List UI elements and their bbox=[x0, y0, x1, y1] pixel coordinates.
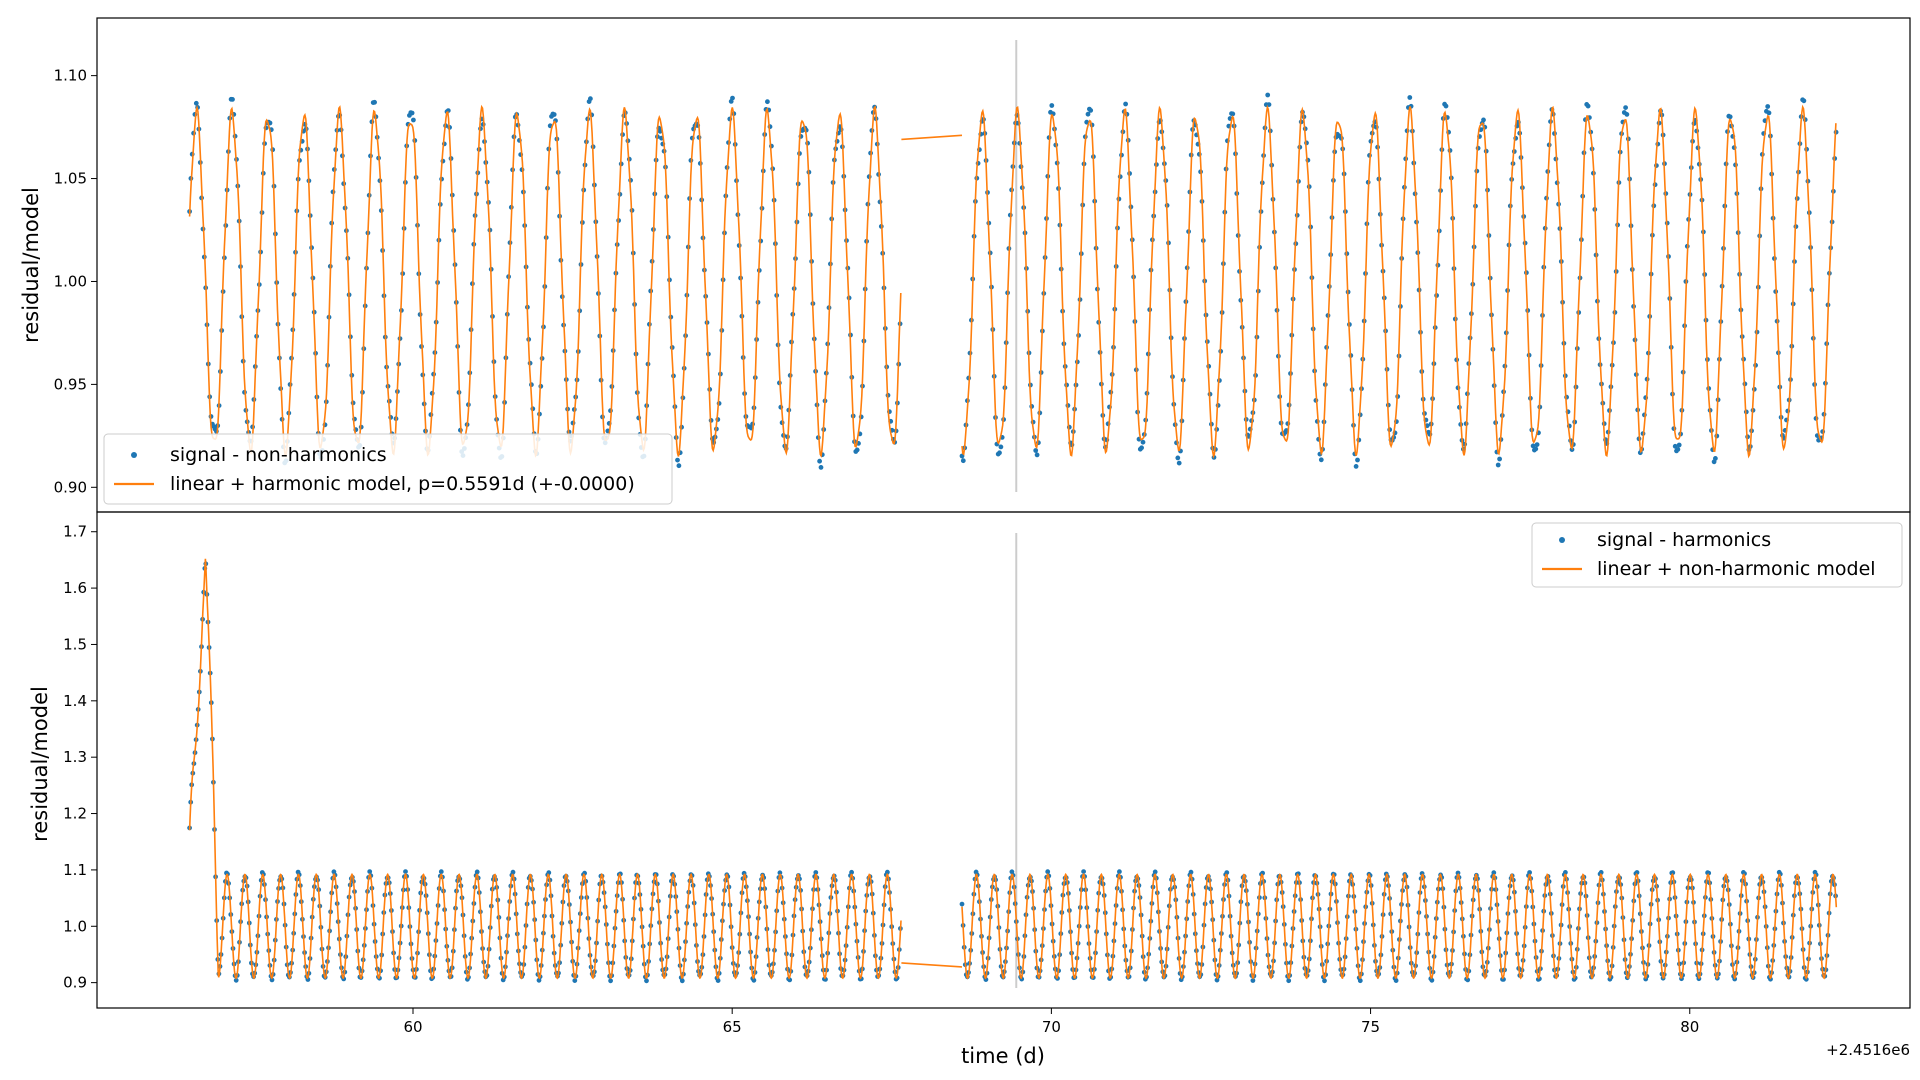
bottom-y-axis-label: residual/model bbox=[28, 686, 52, 842]
top-y-tick-label: 1.10 bbox=[54, 67, 87, 85]
x-offset-label: +2.4516e6 bbox=[1826, 1041, 1910, 1059]
bottom-y-tick-label: 1.4 bbox=[63, 692, 87, 710]
top-legend: signal - non-harmonics linear + harmonic… bbox=[103, 433, 673, 505]
bottom-axes-frame bbox=[96, 511, 1911, 1009]
bottom-model-line bbox=[188, 558, 1838, 980]
bottom-legend: signal - harmonics linear + non-harmonic… bbox=[1531, 522, 1903, 588]
x-tick-label: 70 bbox=[1042, 1018, 1061, 1036]
bottom-legend-marker-points bbox=[1559, 537, 1565, 543]
top-y-tick-label: 1.05 bbox=[54, 170, 87, 188]
bottom-ticks: 0.9 1.0 1.1 1.2 1.3 1.4 1.5 1.6 1.7 60 65 70 75 80 bbox=[63, 523, 1699, 1036]
bottom-y-tick-label: 1.5 bbox=[63, 635, 87, 653]
bottom-legend-label-points: signal - harmonics bbox=[1597, 529, 1771, 551]
x-tick-label: 75 bbox=[1361, 1018, 1380, 1036]
bottom-y-tick-label: 1.6 bbox=[63, 579, 87, 597]
bottom-legend-label-line: linear + non-harmonic model bbox=[1597, 558, 1876, 580]
top-model-line bbox=[188, 104, 1837, 459]
bottom-plot-area bbox=[187, 533, 1839, 988]
x-tick-label: 65 bbox=[723, 1018, 742, 1036]
top-y-ticks: 0.90 0.95 1.00 1.05 1.10 bbox=[54, 67, 97, 496]
top-y-tick-label: 0.90 bbox=[54, 478, 87, 496]
top-y-tick-label: 1.00 bbox=[54, 272, 87, 290]
bottom-y-tick-label: 1.0 bbox=[63, 917, 87, 935]
bottom-y-tick-label: 1.3 bbox=[63, 748, 87, 766]
top-plot-area bbox=[187, 40, 1839, 492]
top-y-tick-label: 0.95 bbox=[54, 375, 87, 393]
x-axis-label: time (d) bbox=[961, 1044, 1045, 1068]
bottom-y-tick-label: 1.7 bbox=[63, 523, 87, 541]
top-legend-marker-points bbox=[131, 452, 137, 458]
bottom-legend-box bbox=[1531, 522, 1903, 588]
top-legend-label-points: signal - non-harmonics bbox=[170, 444, 387, 466]
panel-top: 0.90 0.95 1.00 1.05 1.10 residual/model sign… bbox=[19, 17, 1911, 513]
x-tick-label: 80 bbox=[1680, 1018, 1699, 1036]
top-y-axis-label: residual/model bbox=[19, 187, 43, 343]
top-legend-box bbox=[103, 433, 673, 505]
panel-bottom: 0.9 1.0 1.1 1.2 1.3 1.4 1.5 1.6 1.7 60 65 70 75 80 re… bbox=[28, 511, 1911, 1068]
x-tick-label: 60 bbox=[403, 1018, 422, 1036]
bottom-y-tick-label: 1.2 bbox=[63, 805, 87, 823]
bottom-signal-points bbox=[187, 561, 1839, 984]
top-legend-label-line: linear + harmonic model, p=0.5591d (+-0.… bbox=[170, 473, 635, 495]
bottom-y-tick-label: 1.1 bbox=[63, 861, 87, 879]
bottom-y-tick-label: 0.9 bbox=[63, 974, 87, 992]
